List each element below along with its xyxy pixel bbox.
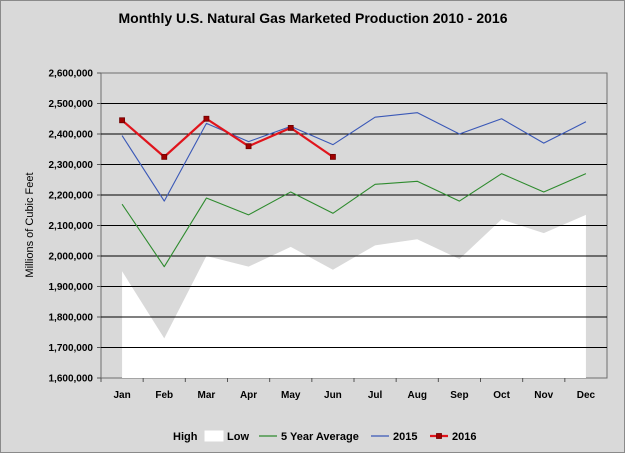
- y-tick-label: 2,300,000: [49, 160, 94, 171]
- legend-swatch-low: [204, 430, 224, 442]
- legend-label-low: Low: [227, 431, 249, 443]
- x-tick-label: Mar: [198, 390, 216, 401]
- y-tick-label: 1,600,000: [49, 374, 94, 385]
- y-tick-label: 1,900,000: [49, 282, 94, 293]
- y-tick-label: 2,000,000: [49, 252, 94, 263]
- y-tick-label: 1,700,000: [49, 343, 94, 354]
- y-tick-label: 2,600,000: [49, 69, 94, 80]
- y-tick-label: 2,100,000: [49, 221, 94, 232]
- series-line-2015: [121, 112, 587, 202]
- y-tick-label: 2,400,000: [49, 130, 94, 141]
- legend-label-2015: 2015: [393, 431, 417, 443]
- x-tick-label: Jun: [324, 390, 342, 401]
- legend-label-high: High: [173, 431, 198, 443]
- y-tick-label: 2,500,000: [49, 99, 94, 110]
- series-line-5-year-average: [121, 173, 587, 268]
- legend: High Low 5 Year Average 2015 2016: [151, 430, 476, 443]
- x-tick-label: Apr: [240, 390, 257, 401]
- x-tick-label: Oct: [493, 390, 510, 401]
- legend-marker-2016: [436, 433, 442, 439]
- x-tick-label: Nov: [534, 390, 553, 401]
- legend-label-5-year-average: 5 Year Average: [281, 431, 359, 443]
- x-tick-label: May: [281, 390, 301, 401]
- data-point: [330, 153, 336, 160]
- x-tick-label: Jan: [113, 390, 130, 401]
- x-tick-label: Jul: [368, 390, 383, 401]
- y-tick-label: 2,200,000: [49, 191, 94, 202]
- data-point: [287, 125, 294, 131]
- x-tick-label: Aug: [408, 390, 427, 401]
- y-axis-label: Millions of Cubic Feet: [24, 172, 36, 277]
- chart-title: Monthly U.S. Natural Gas Marketed Produc…: [119, 10, 508, 26]
- data-point: [245, 143, 252, 150]
- data-point: [161, 153, 168, 160]
- legend-swatch-high: [151, 431, 169, 441]
- x-tick-label: Feb: [155, 390, 173, 401]
- series-line-2016: [121, 117, 334, 158]
- y-tick-label: 1,800,000: [49, 313, 94, 324]
- x-tick-label: Dec: [577, 390, 596, 401]
- data-point: [203, 115, 210, 122]
- data-point: [119, 117, 125, 124]
- x-tick-label: Sep: [450, 390, 468, 401]
- legend-label-2016: 2016: [452, 431, 476, 443]
